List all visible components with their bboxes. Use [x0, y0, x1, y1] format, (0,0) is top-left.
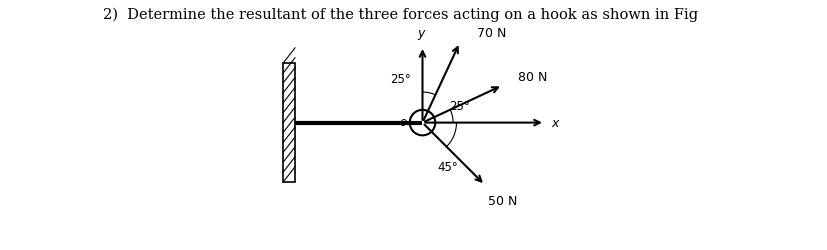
Text: o: o [399, 116, 406, 129]
Text: x: x [551, 117, 558, 130]
Text: 25°: 25° [449, 100, 470, 113]
Text: 50 N: 50 N [488, 194, 517, 207]
Text: 45°: 45° [437, 161, 458, 173]
Text: y: y [417, 27, 424, 40]
Text: 80 N: 80 N [517, 71, 547, 84]
Text: 2)  Determine the resultant of the three forces acting on a hook as shown in Fig: 2) Determine the resultant of the three … [103, 8, 698, 22]
Text: 70 N: 70 N [476, 27, 505, 40]
Bar [283, 64, 294, 182]
Text: 25°: 25° [390, 72, 410, 86]
